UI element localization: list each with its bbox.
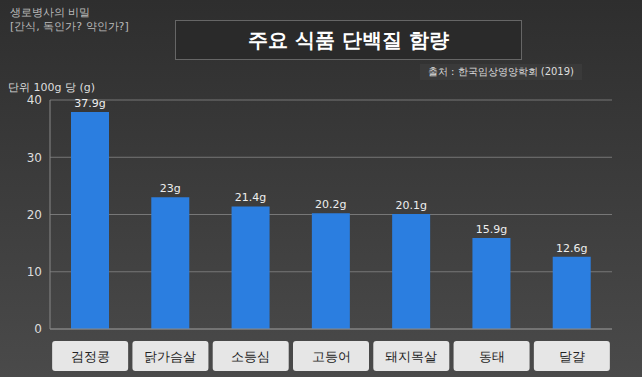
svg-text:소등심: 소등심: [231, 349, 270, 364]
svg-text:달걀: 달걀: [559, 349, 585, 364]
html-text:[간식, 독인가? 약인가?]: [간식, 독인가? 약인가?]: [10, 20, 129, 33]
html-text:출처 : 한국임상영양학회 (2019): 출처 : 한국임상영양학회 (2019): [427, 66, 574, 77]
svg-text:돼지목살: 돼지목살: [385, 349, 437, 364]
svg-text:0: 0: [34, 322, 42, 336]
html-text:주요 식품 단백질 함량: 주요 식품 단백질 함량: [248, 27, 449, 52]
html-text:단위 100g 당 (g): 단위 100g 당 (g): [8, 81, 95, 94]
svg-text:40: 40: [27, 93, 42, 107]
svg-text:동태: 동태: [479, 349, 505, 364]
svg-text:30: 30: [27, 151, 42, 165]
svg-text:37.9g: 37.9g: [74, 97, 105, 110]
svg-text:21.4g: 21.4g: [235, 191, 266, 204]
svg-text:20.2g: 20.2g: [315, 198, 346, 211]
svg-text:23g: 23g: [160, 182, 181, 195]
svg-text:20: 20: [27, 208, 42, 222]
html-text:생로병사의 비밀: 생로병사의 비밀: [10, 6, 91, 19]
svg-text:10: 10: [27, 265, 42, 279]
svg-text:검정콩: 검정콩: [71, 349, 110, 364]
svg-text:15.9g: 15.9g: [476, 223, 507, 236]
svg-text:12.6g: 12.6g: [556, 242, 587, 255]
svg-text:닭가슴살: 닭가슴살: [144, 349, 196, 364]
svg-text:고등어: 고등어: [312, 349, 351, 364]
svg-text:20.1g: 20.1g: [395, 199, 426, 212]
